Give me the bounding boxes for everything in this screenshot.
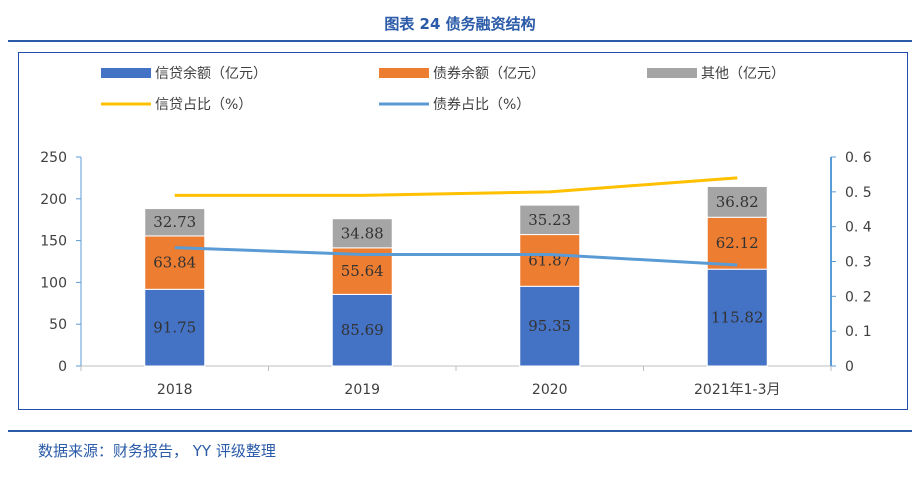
- right-tick-label: 0. 5: [845, 185, 872, 201]
- right-tick-label: 0: [845, 359, 854, 375]
- left-tick-label: 100: [40, 275, 67, 291]
- legend-swatch: [379, 68, 429, 78]
- bar-value-label: 91.75: [153, 319, 196, 337]
- bar-value-label: 85.69: [341, 321, 384, 339]
- bottom-rule: [8, 430, 912, 432]
- left-tick-label: 250: [40, 150, 67, 166]
- bar-value-label: 95.35: [528, 317, 571, 335]
- data-source: 数据来源：财务报告， YY 评级整理: [38, 442, 276, 460]
- right-tick-label: 0. 6: [845, 150, 872, 166]
- legend-swatch: [647, 68, 697, 78]
- x-tick-label: 2019: [344, 382, 380, 398]
- left-tick-label: 150: [40, 234, 67, 250]
- bar-value-label: 55.64: [341, 262, 384, 280]
- bar-segment-1: [144, 288, 206, 367]
- right-tick-label: 0. 3: [845, 255, 872, 271]
- bar-value-label: 32.73: [153, 213, 196, 231]
- legend-swatch: [101, 68, 151, 78]
- x-tick-label: 2018: [157, 382, 193, 398]
- legend-label: 债券占比（%）: [433, 97, 530, 113]
- x-tick-label: 2021年1-3月: [694, 382, 781, 398]
- top-rule: [8, 40, 912, 42]
- left-tick-label: 200: [40, 192, 67, 208]
- left-tick-label: 0: [58, 359, 67, 375]
- right-tick-label: 0. 1: [845, 324, 872, 340]
- bar-segment-3: [144, 208, 206, 237]
- bar-value-label: 63.84: [153, 254, 196, 272]
- line-series-2: [174, 246, 738, 267]
- legend-label: 债券余额（亿元）: [433, 65, 545, 82]
- left-tick-label: 50: [49, 317, 67, 333]
- bar-segment-2: [519, 234, 581, 287]
- right-tick-label: 0. 4: [845, 220, 872, 236]
- legend-label: 信贷余额（亿元）: [155, 65, 267, 82]
- bar-segment-2: [706, 216, 768, 270]
- bar-segment-1: [706, 268, 768, 367]
- legend-label: 其他（亿元）: [701, 66, 785, 82]
- right-tick-label: 0. 2: [845, 289, 872, 305]
- bar-segment-3: [706, 185, 768, 218]
- x-tick-label: 2020: [532, 382, 568, 398]
- bar-value-label: 34.88: [341, 224, 384, 242]
- bar-segment-3: [331, 218, 393, 249]
- line-series-1: [174, 176, 738, 197]
- chart-svg: 0 50 100 150 200 250 0 0. 1 0. 2 0. 3 0. 4 0. 5 0. 6…: [40, 65, 872, 398]
- bar-segment-1: [519, 285, 581, 367]
- chart-frame: 0 50 100 150 200 250 0 0. 1 0. 2 0. 3 0. 4 0. 5 0. 6…: [18, 52, 908, 410]
- bar-segment-2: [144, 235, 206, 290]
- legend-label: 信贷占比（%）: [155, 97, 252, 113]
- bar-value-label: 35.23: [528, 211, 571, 229]
- bar-value-label: 115.82: [711, 309, 764, 327]
- bar-value-label: 62.12: [716, 234, 759, 252]
- figure-title: 图表 24 债务融资结构: [384, 15, 536, 33]
- bar-segment-3: [519, 204, 581, 236]
- bar-value-label: 36.82: [716, 193, 759, 211]
